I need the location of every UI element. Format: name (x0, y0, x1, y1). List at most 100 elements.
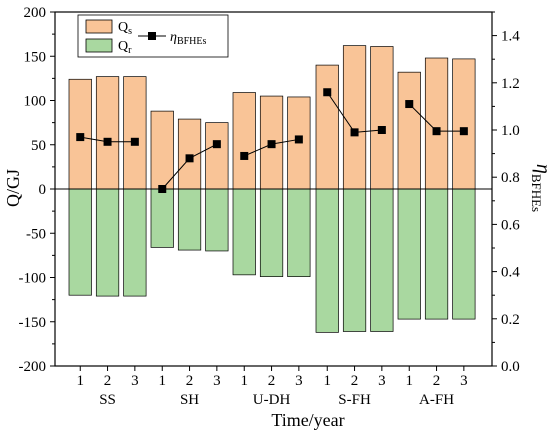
y2-tick-label-0: 0.0 (501, 359, 520, 375)
x-tick-label-6: 1 (241, 373, 249, 389)
legend-label-qr-sub: r (128, 45, 132, 56)
x-group-label-2: U-DH (253, 392, 291, 408)
eta-marker-5 (212, 140, 221, 149)
bars-layer (68, 45, 476, 333)
y-tick-label-3: -50 (26, 226, 46, 242)
bar-qr-0 (68, 188, 92, 296)
y2-axis-title-sub: BFHEs (529, 174, 544, 212)
x-tick-label-14: 3 (460, 373, 468, 389)
y2-tick-label-2: 0.4 (501, 265, 520, 281)
y-tick-label-4: 0 (39, 182, 47, 198)
bar-qs-10 (342, 45, 367, 190)
x-tick-label-9: 1 (324, 373, 332, 389)
x-group-label-4: A-FH (419, 392, 454, 408)
bar-qr-4 (177, 188, 202, 251)
bar-qr-6 (232, 188, 256, 276)
bar-qr-12 (397, 188, 421, 320)
eta-marker-9 (323, 88, 332, 97)
y2-axis-title-main: η (532, 164, 550, 174)
bar-qr-13 (424, 188, 449, 320)
x-axis-title: Time/year (271, 410, 344, 430)
legend-label-eta-main: η (170, 30, 177, 45)
x-tick-label-7: 2 (268, 373, 276, 389)
y2-tick-label-6: 1.2 (501, 76, 520, 92)
bar-qr-2 (123, 188, 147, 297)
x-tick-label-8: 3 (295, 373, 303, 389)
y2-tick-label-3: 0.6 (501, 217, 520, 233)
legend-swatch-qr (85, 38, 113, 53)
eta-marker-8 (294, 135, 303, 144)
bar-qr-5 (205, 188, 229, 252)
eta-marker-7 (267, 140, 276, 149)
eta-marker-13 (432, 127, 441, 136)
eta-marker-1 (103, 137, 112, 146)
legend-label-qr-main: Q (118, 39, 128, 54)
x-tick-label-1: 2 (104, 373, 112, 389)
y2-tick-label-5: 1.0 (501, 123, 520, 139)
y-tick-label-2: -100 (19, 271, 47, 287)
bar-qr-10 (342, 188, 367, 332)
bar-qr-11 (370, 188, 394, 332)
bar-qr-7 (259, 188, 284, 277)
bar-qs-2 (123, 76, 147, 190)
y-tick-label-7: 150 (24, 49, 47, 65)
bar-qs-9 (315, 64, 339, 190)
x-group-label-3: S-FH (338, 392, 371, 408)
bar-qs-12 (397, 71, 421, 190)
eta-marker-6 (240, 151, 249, 160)
eta-marker-14 (459, 127, 468, 136)
legend-label-qs: Qs (118, 20, 132, 37)
x-tick-label-12: 1 (406, 373, 414, 389)
y-axis-title: Q/GJ (3, 169, 23, 207)
x-group-label-1: SH (180, 392, 199, 408)
y2-axis-title: ηBFHEs (529, 164, 550, 212)
bar-qr-9 (315, 188, 339, 333)
x-group-label-0: SS (99, 392, 116, 408)
x-tick-label-0: 1 (77, 373, 85, 389)
y-tick-label-6: 100 (24, 94, 47, 110)
line-layer (76, 88, 468, 193)
bar-qs-11 (370, 46, 394, 190)
legend-label-qr: Qr (118, 39, 132, 56)
y-tick-label-0: -200 (19, 359, 47, 375)
y2-tick-label-4: 0.8 (501, 170, 520, 186)
eta-marker-2 (130, 137, 139, 146)
eta-marker-10 (350, 128, 359, 137)
x-tick-label-4: 2 (186, 373, 194, 389)
legend: Qs Qr ηBFHEs (77, 14, 229, 58)
bar-qr-3 (150, 188, 174, 248)
y2-tick-label-7: 1.4 (501, 29, 520, 45)
y-tick-label-5: 50 (31, 138, 46, 154)
axes-layer (50, 11, 497, 371)
y-tick-label-1: -150 (19, 315, 47, 331)
legend-swatch-qs (85, 19, 113, 34)
legend-label-qs-sub: s (128, 26, 132, 37)
eta-marker-12 (405, 100, 414, 109)
x-tick-label-10: 2 (351, 373, 359, 389)
y-tick-label-8: 200 (24, 5, 47, 21)
bar-qs-5 (205, 122, 229, 190)
legend-marker-eta (148, 32, 156, 40)
x-tick-label-13: 2 (433, 373, 441, 389)
bar-qs-3 (150, 110, 174, 190)
eta-marker-4 (185, 154, 194, 163)
x-tick-label-3: 1 (159, 373, 167, 389)
bar-qs-6 (232, 92, 256, 190)
bar-qs-1 (95, 76, 120, 190)
eta-marker-11 (377, 126, 386, 134)
legend-label-qs-main: Q (118, 20, 128, 35)
bar-qr-14 (452, 188, 476, 320)
y2-tick-label-1: 0.2 (501, 312, 520, 328)
bar-qr-1 (95, 188, 120, 297)
x-tick-label-5: 3 (213, 373, 221, 389)
x-tick-label-2: 3 (131, 373, 139, 389)
eta-marker-0 (76, 133, 85, 142)
legend-label-eta: ηBFHEs (170, 30, 207, 47)
x-tick-label-11: 3 (378, 373, 386, 389)
eta-marker-3 (158, 185, 167, 193)
legend-label-eta-sub: BFHEs (177, 36, 207, 47)
bar-qr-8 (287, 188, 311, 277)
bar-qs-14 (452, 58, 476, 190)
labels-layer: Time/year Q/GJ ηBFHEs -200-150-100-50050… (3, 5, 550, 430)
